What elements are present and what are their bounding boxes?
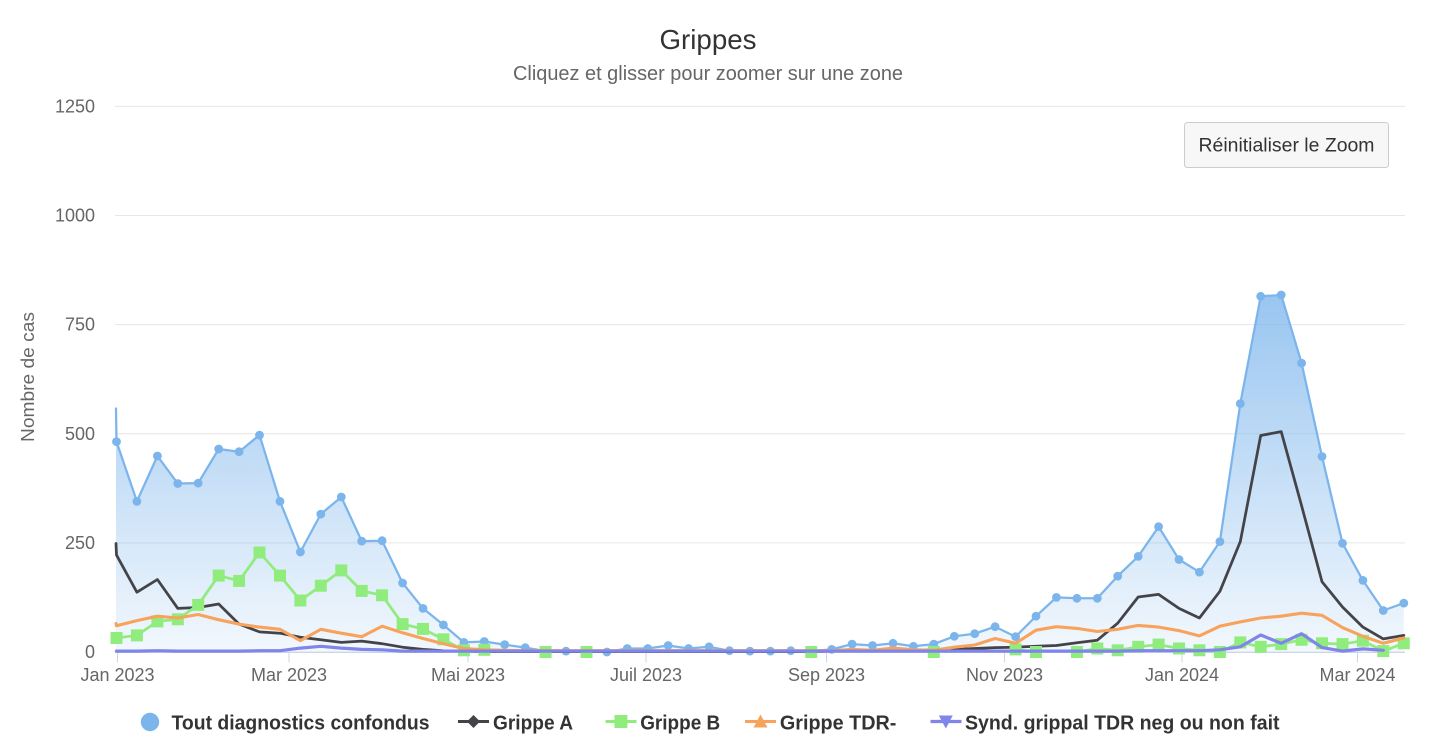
svg-text:Nombre de cas: Nombre de cas <box>18 312 38 442</box>
svg-text:Réinitialiser le Zoom: Réinitialiser le Zoom <box>1199 136 1375 157</box>
svg-text:0: 0 <box>85 642 95 662</box>
svg-text:500: 500 <box>65 424 95 444</box>
svg-text:Grippe TDR-: Grippe TDR- <box>780 713 897 735</box>
svg-text:Jan 2024: Jan 2024 <box>1145 665 1219 685</box>
svg-text:Cliquez et glisser pour zoomer: Cliquez et glisser pour zoomer sur une z… <box>513 63 903 85</box>
svg-text:Synd. grippal TDR neg ou non f: Synd. grippal TDR neg ou non fait <box>965 713 1280 735</box>
svg-text:250: 250 <box>65 533 95 553</box>
svg-text:Tout diagnostics confondus: Tout diagnostics confondus <box>172 713 430 735</box>
svg-text:Grippe B: Grippe B <box>640 713 720 735</box>
svg-text:Grippes: Grippes <box>660 24 757 55</box>
svg-text:Jan 2023: Jan 2023 <box>80 665 154 685</box>
svg-text:Grippe A: Grippe A <box>493 713 573 735</box>
svg-text:Nov 2023: Nov 2023 <box>966 665 1043 685</box>
svg-text:1250: 1250 <box>55 96 95 116</box>
svg-text:750: 750 <box>65 315 95 335</box>
svg-text:Mar 2024: Mar 2024 <box>1319 665 1395 685</box>
svg-text:1000: 1000 <box>55 206 95 226</box>
svg-text:Juil 2023: Juil 2023 <box>610 665 682 685</box>
svg-text:Mar 2023: Mar 2023 <box>251 665 327 685</box>
svg-text:Mai 2023: Mai 2023 <box>431 665 505 685</box>
svg-text:Sep 2023: Sep 2023 <box>788 665 865 685</box>
